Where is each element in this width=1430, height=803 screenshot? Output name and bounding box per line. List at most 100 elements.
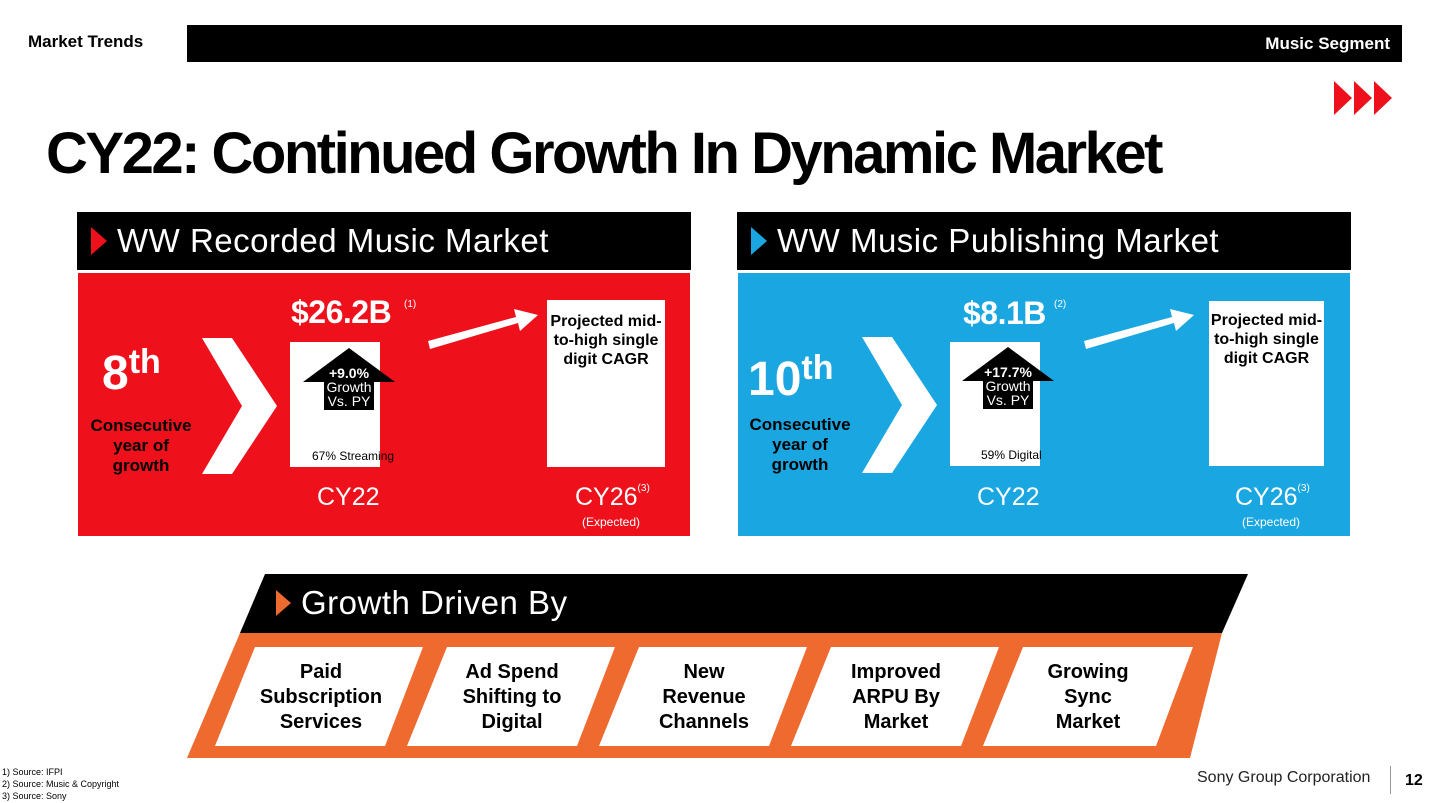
ordinal-year: 8th xyxy=(102,343,161,401)
cy26-bar xyxy=(1209,301,1324,466)
projection-text: Projected mid- to-high single digit CAGR xyxy=(547,312,665,369)
growth-value: +9.0% xyxy=(328,365,370,381)
play-arrow-icon xyxy=(751,227,767,255)
recorded-panel-heading: WW Recorded Music Market xyxy=(77,212,691,270)
consecutive-text: Consecutive year of growth xyxy=(746,415,854,475)
driver-box xyxy=(983,647,1193,746)
cy26-note: (3) xyxy=(1297,483,1310,494)
driver-box xyxy=(215,647,423,746)
growth-value: +17.7% xyxy=(984,364,1032,380)
bar-caption: 67% Streaming xyxy=(312,449,395,463)
publishing-panel: WW Music Publishing Market 10th Consecut… xyxy=(737,212,1351,536)
projection-line1: Projected mid- xyxy=(550,313,662,330)
expected-label: (Expected) xyxy=(1242,515,1301,529)
growth-line2: Growth xyxy=(326,379,372,395)
driver-box xyxy=(599,647,807,746)
publishing-panel-body: 10th Consecutive year of growth $8.1B (2… xyxy=(738,273,1350,536)
consecutive-line2: year of growth xyxy=(771,435,829,474)
footnote: 3) Source: Sony xyxy=(2,791,67,801)
chevron-right-icon xyxy=(862,337,937,473)
growth-line3: Vs. PY xyxy=(986,392,1030,408)
cy26-text: CY26 xyxy=(575,483,638,511)
growth-driven-heading: Growth Driven By xyxy=(301,584,568,621)
play-arrow-icon xyxy=(91,227,107,255)
consecutive-text: Consecutive year of growth xyxy=(88,416,194,476)
driver-ad-spend: Ad Spend Shifting to Digital xyxy=(437,660,587,735)
cy26-text: CY26 xyxy=(1235,483,1298,511)
driver-line2: ARPU By xyxy=(852,686,940,708)
driver-line1: Paid xyxy=(299,661,343,683)
cy26-label: CY26(3) xyxy=(575,483,650,512)
driver-line3: Digital xyxy=(481,711,543,733)
projection-arrow-icon xyxy=(428,309,538,349)
driver-line2: Subscription xyxy=(259,686,383,708)
projection-line3: digit CAGR xyxy=(1223,350,1310,367)
recorded-amount-note: (1) xyxy=(404,299,417,310)
page-number: 12 xyxy=(1405,772,1423,789)
projection-line2: to-high single xyxy=(553,332,659,349)
section-label: Market Trends xyxy=(28,32,144,51)
recorded-heading-text: WW Recorded Music Market xyxy=(117,222,549,259)
driver-new-revenue: New Revenue Channels xyxy=(629,660,779,735)
driver-line1: Ad Spend xyxy=(465,661,559,683)
consecutive-line1: Consecutive xyxy=(749,415,851,434)
ordinal-suffix: th xyxy=(801,349,834,387)
footnote: 1) Source: IFPI xyxy=(2,767,63,777)
header-bar: Music Segment xyxy=(187,25,1402,62)
driver-line1: Improved xyxy=(850,661,942,683)
page-title: CY22: Continued Growth In Dynamic Market xyxy=(46,121,1163,186)
segment-label: Music Segment xyxy=(1265,34,1390,53)
publishing-amount-note: (2) xyxy=(1054,299,1067,310)
cy26-bar xyxy=(547,300,665,467)
growth-arrow-icon xyxy=(962,347,1054,409)
driver-line1: New xyxy=(683,661,725,683)
company-name: Sony Group Corporation xyxy=(1197,769,1371,786)
driver-line3: Channels xyxy=(658,711,750,733)
triple-chevron-icon xyxy=(1334,81,1392,115)
driver-growing-sync: Growing Sync Market xyxy=(1013,660,1163,735)
growth-line2: Growth xyxy=(985,378,1031,394)
ordinal-number: 8 xyxy=(102,347,129,400)
recorded-panel-body: 8th Consecutive year of growth $26.2B (1… xyxy=(78,273,690,536)
cy22-label: CY22 xyxy=(317,483,380,511)
growth-label: +9.0% Growth Vs. PY xyxy=(309,366,389,408)
driver-line3: Market xyxy=(863,711,929,733)
projection-line2: to-high single xyxy=(1214,331,1319,348)
driver-line3: Market xyxy=(1055,711,1121,733)
growth-driven-heading-bar xyxy=(240,574,1248,633)
chevron-right-icon xyxy=(202,338,277,474)
driver-line2: Revenue xyxy=(662,686,746,708)
projection-line1: Projected mid- xyxy=(1210,312,1323,329)
recorded-panel: WW Recorded Music Market 8th Consecutive… xyxy=(77,212,691,536)
cy26-label: CY26(3) xyxy=(1235,483,1310,512)
ordinal-year: 10th xyxy=(748,349,833,407)
projection-arrow-icon xyxy=(1084,309,1194,349)
driver-paid-subscription: Paid Subscription Services xyxy=(246,660,396,735)
play-arrow-icon xyxy=(276,590,291,616)
projection-line3: digit CAGR xyxy=(563,351,649,368)
driver-line1: Growing xyxy=(1047,661,1129,683)
cy22-label: CY22 xyxy=(977,483,1040,511)
ordinal-number: 10 xyxy=(748,353,802,406)
expected-label: (Expected) xyxy=(582,515,641,529)
driver-box xyxy=(791,647,999,746)
growth-label: +17.7% Growth Vs. PY xyxy=(968,365,1048,407)
footnotes: 1) Source: IFPI 2) Source: Music & Copyr… xyxy=(2,766,119,802)
driver-improved-arpu: Improved ARPU By Market xyxy=(821,660,971,735)
driver-line2: Sync xyxy=(1064,686,1112,708)
driver-line2: Shifting to xyxy=(462,686,562,708)
growth-arrow-icon xyxy=(303,348,395,410)
publishing-amount: $8.1B xyxy=(963,295,1046,331)
footnote: 2) Source: Music & Copyright xyxy=(2,779,120,789)
projection-text: Projected mid- to-high single digit CAGR xyxy=(1209,311,1324,368)
consecutive-line2: year of growth xyxy=(112,436,170,475)
consecutive-line1: Consecutive xyxy=(90,416,192,435)
driver-box xyxy=(407,647,615,746)
footer-divider xyxy=(1390,766,1391,794)
driver-line3: Services xyxy=(279,711,363,733)
growth-line3: Vs. PY xyxy=(327,393,371,409)
recorded-amount: $26.2B xyxy=(291,294,392,330)
cy26-note: (3) xyxy=(637,483,650,494)
ordinal-suffix: th xyxy=(128,343,161,381)
